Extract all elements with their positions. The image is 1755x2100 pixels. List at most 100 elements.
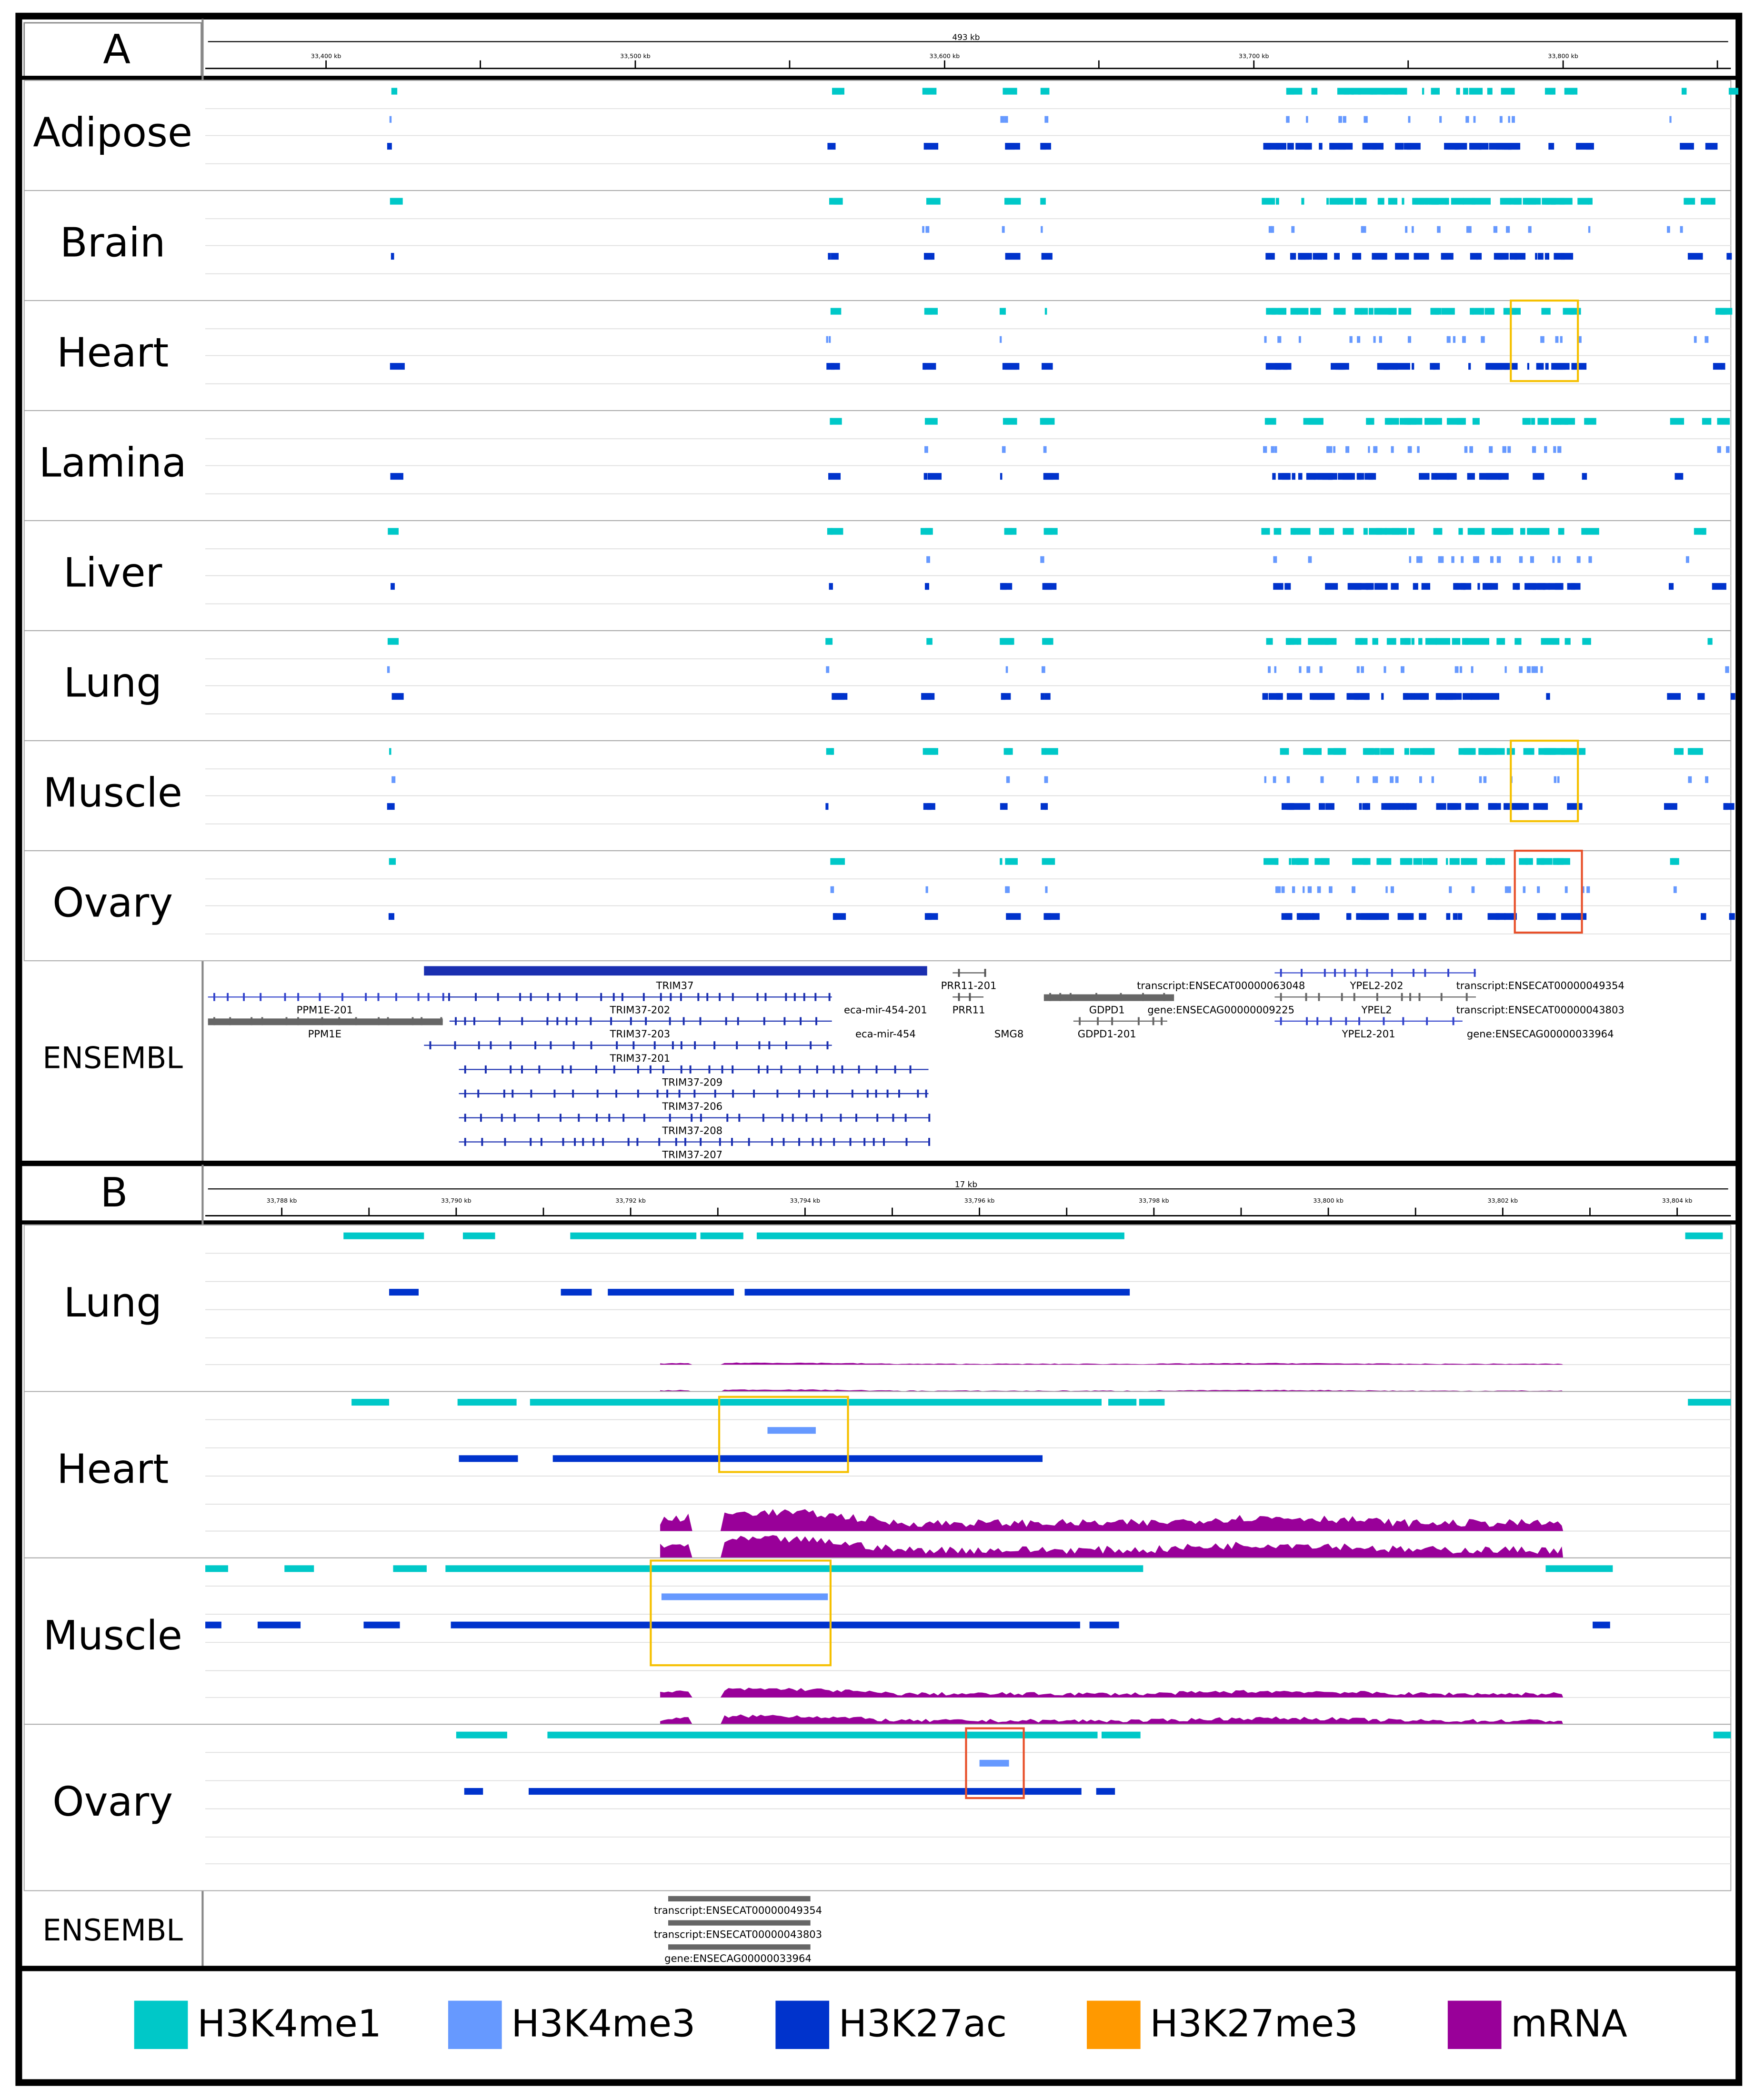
peak: [661, 1593, 828, 1600]
peak: [1454, 666, 1459, 673]
peak: [1582, 473, 1587, 480]
exon: [570, 1065, 572, 1074]
exon: [763, 1017, 765, 1025]
exon: [448, 993, 450, 1001]
exon: [826, 1041, 829, 1050]
peak: [1688, 1398, 1731, 1406]
exon: [616, 1041, 618, 1050]
peak: [1557, 556, 1561, 563]
peak: [464, 1788, 483, 1795]
exon: [672, 1041, 674, 1050]
peak: [1273, 583, 1284, 590]
peak: [1319, 666, 1323, 673]
peak: [1360, 693, 1370, 700]
peak: [205, 1621, 221, 1628]
peak: [1422, 88, 1424, 95]
peak: [1453, 913, 1458, 920]
peak: [1337, 198, 1342, 205]
peak: [1516, 803, 1522, 810]
exon: [793, 993, 796, 1001]
peak: [1520, 528, 1525, 535]
peak: [1275, 198, 1279, 205]
exon: [928, 1114, 931, 1122]
peak: [828, 253, 831, 260]
peak: [1542, 336, 1544, 343]
peak: [1408, 116, 1411, 123]
peak: [832, 693, 845, 700]
peak: [1670, 418, 1685, 425]
peak: [1554, 253, 1565, 260]
peak: [1571, 583, 1581, 590]
peak: [1040, 556, 1044, 563]
peak: [1685, 556, 1689, 563]
peak: [1701, 913, 1706, 920]
peak: [1325, 583, 1338, 590]
gene-body: [424, 966, 927, 976]
peak: [826, 336, 828, 343]
exon: [1161, 1017, 1163, 1025]
peak: [530, 1398, 1102, 1406]
peak: [1414, 253, 1429, 260]
exon: [820, 1138, 822, 1146]
peak: [1286, 88, 1288, 95]
feature-label: TRIM37-202: [609, 1004, 670, 1015]
peak: [1281, 803, 1294, 810]
peak: [926, 638, 933, 645]
peak: [1669, 116, 1672, 123]
peak: [1528, 528, 1534, 535]
peak: [1274, 666, 1277, 673]
peak: [1419, 556, 1423, 563]
peak: [1528, 226, 1532, 233]
peak: [756, 1232, 1124, 1239]
exon: [892, 1114, 894, 1122]
peak: [700, 1232, 743, 1239]
exon: [1402, 1017, 1404, 1025]
peak: [927, 473, 942, 480]
exon: [550, 1041, 552, 1050]
peak: [1333, 308, 1344, 315]
exon: [1409, 993, 1412, 1001]
peak: [1530, 556, 1534, 563]
peak: [1357, 336, 1361, 343]
highlight-box: [718, 1396, 849, 1473]
exon: [642, 993, 645, 1001]
peak: [1362, 226, 1366, 233]
peak: [1264, 776, 1267, 783]
ruler-tick-label: 33,788 kb: [267, 1197, 297, 1204]
tissue-label: Ovary: [52, 1778, 173, 1825]
feature-label: PPM1E-201: [297, 1004, 353, 1015]
peak: [1384, 418, 1399, 425]
exon: [883, 1138, 885, 1146]
legend-swatch: [448, 2000, 502, 2049]
peak: [1687, 253, 1703, 260]
peak: [1337, 88, 1350, 95]
peak: [1728, 88, 1739, 95]
peak: [1374, 583, 1388, 590]
peak: [833, 913, 846, 920]
exon: [1412, 969, 1414, 977]
peak: [1273, 556, 1277, 563]
peak: [1482, 748, 1487, 755]
peak: [1372, 638, 1378, 645]
legend-label: H3K4me1: [197, 2002, 381, 2046]
peak: [1507, 446, 1511, 453]
exon: [1465, 993, 1468, 1001]
feature-label: PRR11: [953, 1004, 985, 1015]
exon: [454, 1041, 456, 1050]
exon: [828, 993, 831, 1001]
peak: [1327, 748, 1342, 755]
feature-label: TRIM37-203: [609, 1028, 670, 1040]
peak: [1331, 143, 1346, 150]
peak: [1535, 253, 1537, 260]
peak: [1041, 803, 1046, 810]
peak: [1419, 776, 1422, 783]
peak: [1003, 418, 1010, 425]
peak: [1537, 528, 1547, 535]
exon: [1097, 1017, 1099, 1025]
peak: [1287, 143, 1294, 150]
peak: [922, 226, 924, 233]
exon: [748, 1138, 750, 1146]
mrna-coverage: [660, 1362, 1564, 1365]
peak: [1384, 528, 1399, 535]
exon: [832, 1065, 835, 1074]
